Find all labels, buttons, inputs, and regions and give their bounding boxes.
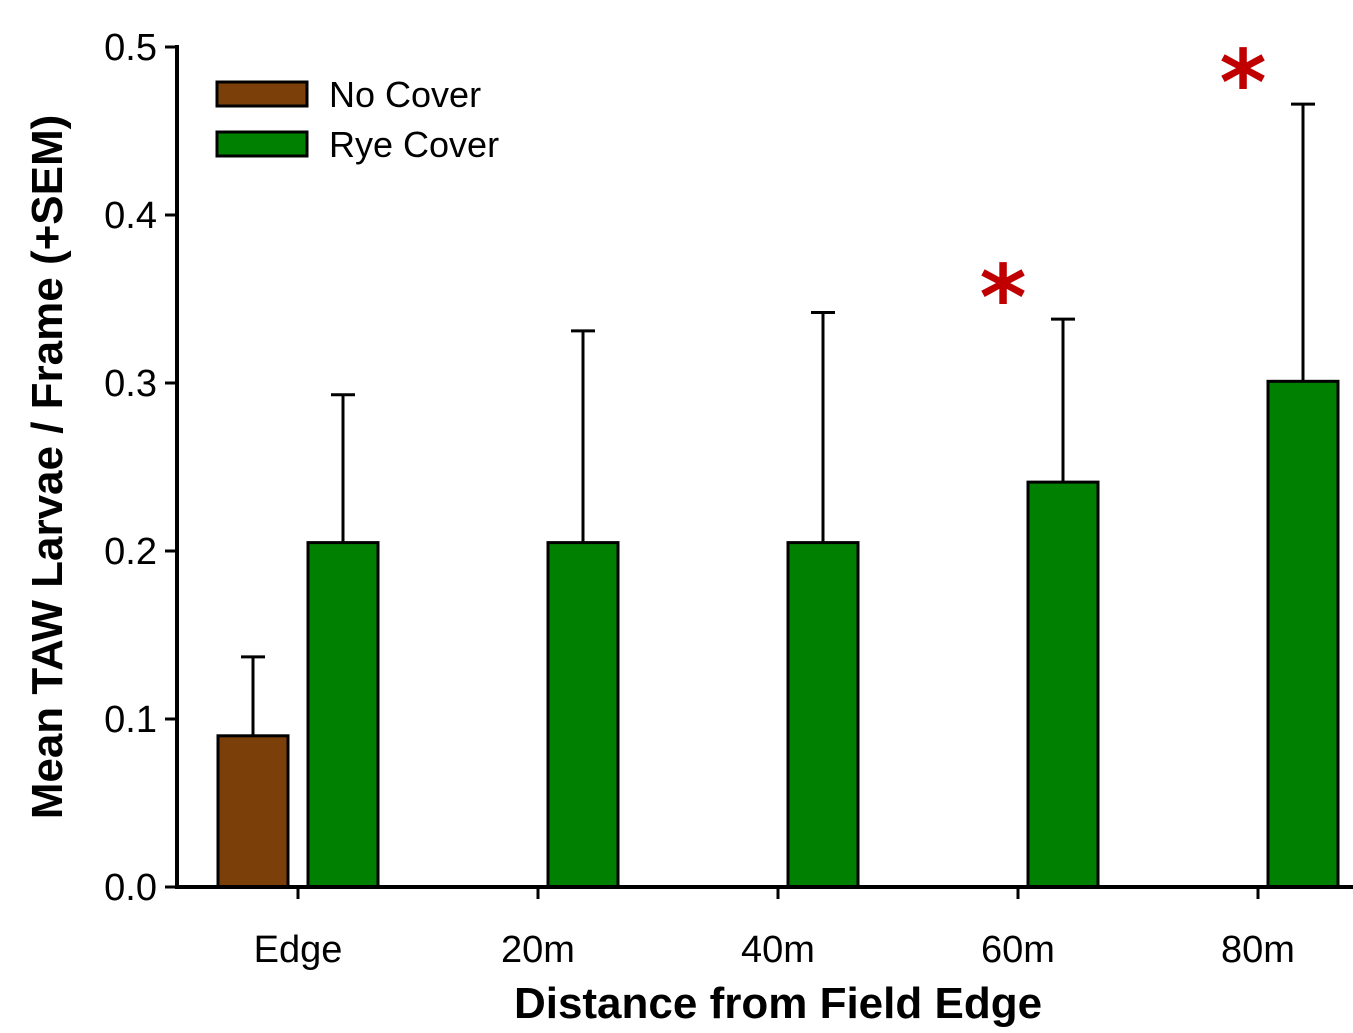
x-tick-label: 80m bbox=[1221, 929, 1295, 971]
y-tick-label: 0.3 bbox=[104, 363, 157, 405]
error-bar-rye-cover-60m bbox=[1051, 317, 1075, 483]
y-tick-label: 0.4 bbox=[104, 195, 157, 237]
y-axis-ticks: 0.0 0.1 0.2 0.3 0.4 0.5 bbox=[104, 27, 177, 909]
error-bar-no-cover-edge bbox=[241, 655, 265, 736]
error-bars bbox=[241, 102, 1315, 736]
bar-no-cover-edge bbox=[216, 734, 290, 889]
significance-star-60m: * bbox=[979, 246, 1026, 351]
bar-rye-cover-80m bbox=[1266, 379, 1340, 889]
significance-star-80m: * bbox=[1219, 31, 1266, 136]
x-tick-label: 40m bbox=[741, 929, 815, 971]
error-bar-rye-cover-edge bbox=[331, 393, 355, 543]
x-tick-label: Edge bbox=[254, 929, 343, 971]
bar-rye-cover-edge bbox=[306, 541, 380, 889]
error-bar-rye-cover-80m bbox=[1291, 102, 1315, 382]
y-tick-label: 0.2 bbox=[104, 531, 157, 573]
y-tick-label: 0.0 bbox=[104, 867, 157, 909]
legend-label-rye-cover: Rye Cover bbox=[329, 124, 499, 165]
legend-label-no-cover: No Cover bbox=[329, 74, 481, 115]
legend-swatch-no-cover bbox=[215, 80, 309, 108]
y-tick-label: 0.5 bbox=[104, 27, 157, 69]
legend-swatch-rye-cover bbox=[215, 130, 309, 158]
y-tick-label: 0.1 bbox=[104, 699, 157, 741]
bar-rye-cover-40m bbox=[786, 541, 860, 889]
bar-rye-cover-60m bbox=[1026, 480, 1100, 889]
x-tick-label: 60m bbox=[981, 929, 1055, 971]
significance-markers: ** bbox=[979, 31, 1266, 351]
legend: No Cover Rye Cover bbox=[215, 74, 499, 165]
x-axis-title: Distance from Field Edge bbox=[514, 979, 1042, 1028]
error-bar-rye-cover-20m bbox=[571, 329, 595, 543]
error-bar-rye-cover-40m bbox=[811, 310, 835, 543]
y-axis-title: Mean TAW Larvae / Frame (+SEM) bbox=[23, 115, 72, 820]
bars bbox=[216, 379, 1340, 889]
bar-rye-cover-20m bbox=[546, 541, 620, 889]
x-axis-ticks: Edge 20m 40m 60m 80m bbox=[254, 887, 1295, 971]
x-tick-label: 20m bbox=[501, 929, 575, 971]
